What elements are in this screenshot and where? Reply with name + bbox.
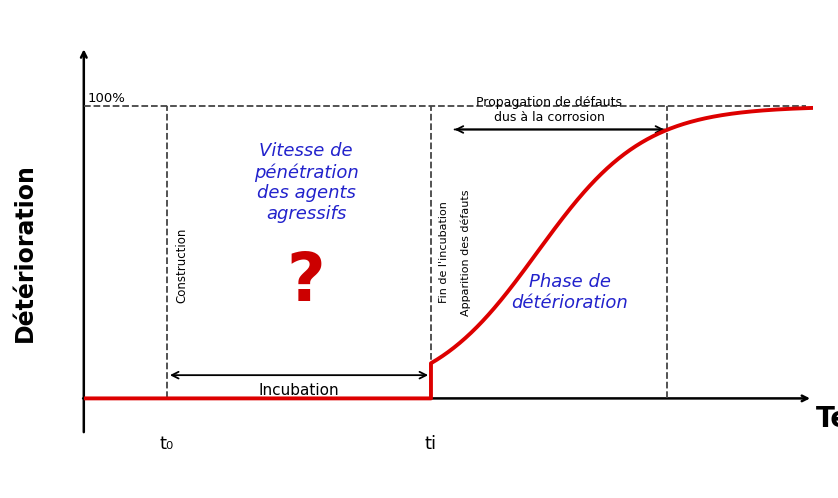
Text: Apparition des défauts: Apparition des défauts [460, 189, 471, 316]
Text: Construction: Construction [175, 228, 189, 303]
Text: Propagation de défauts
dus à la corrosion: Propagation de défauts dus à la corrosio… [476, 97, 622, 124]
Text: 100%: 100% [87, 92, 125, 105]
Text: Incubation: Incubation [259, 383, 339, 398]
Text: Vitesse de
pénétration
des agents
agressifs: Vitesse de pénétration des agents agress… [254, 142, 359, 223]
Text: Phase de
détérioration: Phase de détérioration [511, 273, 628, 312]
Text: Temps: Temps [816, 405, 838, 433]
Text: Détérioration: Détérioration [13, 163, 37, 342]
Text: ti: ti [425, 435, 437, 453]
Text: t₀: t₀ [160, 435, 174, 453]
Text: ?: ? [287, 249, 325, 315]
Text: Fin de l'incubation: Fin de l'incubation [439, 201, 449, 303]
